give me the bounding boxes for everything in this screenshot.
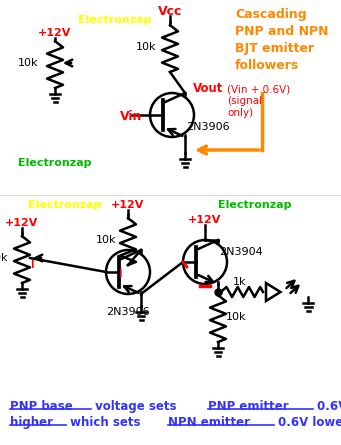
Text: 1k: 1k: [233, 277, 247, 287]
Text: 2N3906: 2N3906: [186, 122, 229, 132]
Text: 10k: 10k: [95, 235, 116, 245]
Text: +12V: +12V: [38, 28, 72, 38]
Text: NPN emitter: NPN emitter: [168, 416, 250, 429]
Text: I: I: [30, 260, 33, 270]
Text: 10k: 10k: [0, 253, 8, 263]
Text: (Vin + 0.6V): (Vin + 0.6V): [227, 84, 290, 94]
Text: I: I: [118, 269, 121, 279]
Text: Electronzap: Electronzap: [28, 200, 102, 210]
Text: 10k: 10k: [17, 58, 38, 68]
Text: Electronzap: Electronzap: [18, 158, 92, 168]
Text: +12V: +12V: [111, 200, 145, 210]
Text: PNP base: PNP base: [10, 400, 73, 413]
Text: Vout: Vout: [193, 82, 223, 96]
Text: Vin: Vin: [120, 110, 143, 124]
Text: Vcc: Vcc: [158, 5, 182, 18]
Text: higher: higher: [10, 416, 53, 429]
Text: 2N3906: 2N3906: [106, 307, 150, 317]
Text: which sets: which sets: [66, 416, 145, 429]
Text: voltage sets: voltage sets: [91, 400, 181, 413]
Text: PNP emitter: PNP emitter: [208, 400, 288, 413]
Text: 2N3904: 2N3904: [219, 247, 263, 257]
Text: 0.6V lower.: 0.6V lower.: [275, 416, 341, 429]
Text: Electronzap: Electronzap: [78, 15, 152, 25]
Text: 0.6V: 0.6V: [313, 400, 341, 413]
Text: (signal
only): (signal only): [227, 96, 262, 118]
Text: 10k: 10k: [135, 42, 156, 52]
Text: 10k: 10k: [226, 312, 247, 322]
Text: Electronzap: Electronzap: [218, 200, 292, 210]
Text: +12V: +12V: [188, 215, 222, 225]
Text: Cascading
PNP and NPN
BJT emitter
followers: Cascading PNP and NPN BJT emitter follow…: [235, 8, 328, 72]
Text: +12V: +12V: [5, 218, 39, 228]
